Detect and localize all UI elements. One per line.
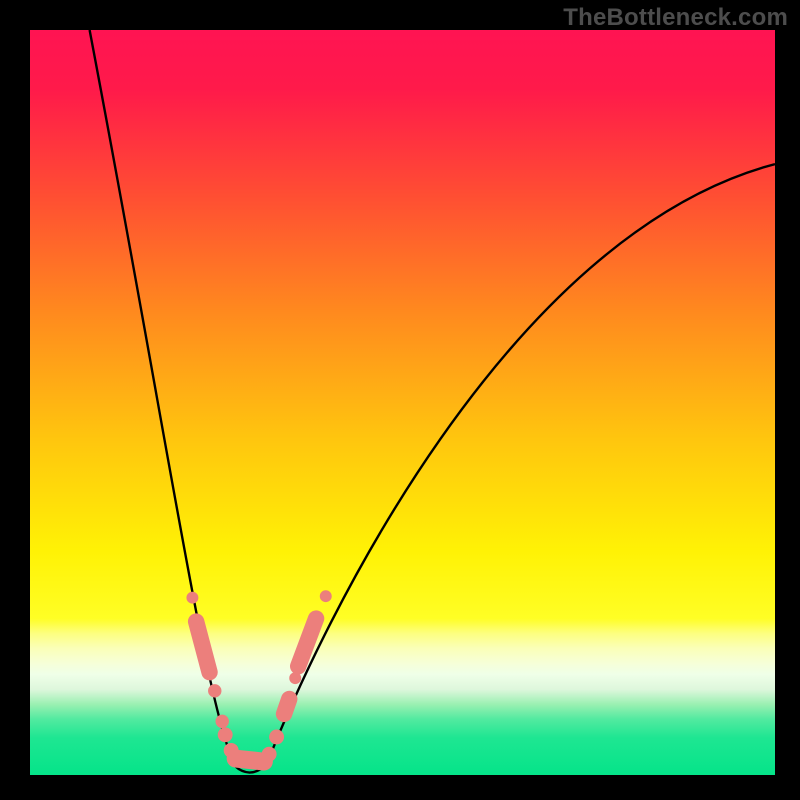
bead-capsule	[284, 699, 289, 714]
bead	[269, 730, 284, 745]
watermark-text: TheBottleneck.com	[563, 4, 788, 32]
bead	[186, 592, 198, 604]
bead	[320, 590, 332, 602]
bead-capsule	[236, 759, 264, 762]
chart-stage: TheBottleneck.com	[0, 0, 800, 800]
bottleneck-curve-chart	[30, 30, 775, 775]
bead	[208, 684, 221, 697]
bead	[218, 727, 233, 742]
gradient-background	[30, 30, 775, 775]
bead	[216, 715, 229, 728]
